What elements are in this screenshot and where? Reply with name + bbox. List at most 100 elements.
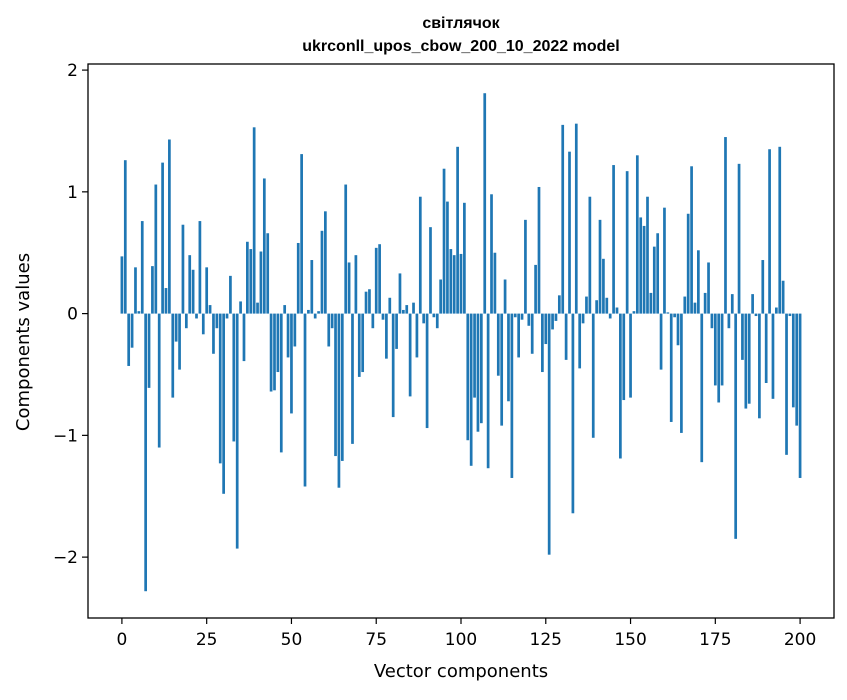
bar-14 — [168, 139, 171, 314]
bar-184 — [744, 313, 748, 409]
bar-178 — [724, 137, 727, 314]
bar-131 — [564, 313, 568, 360]
bar-104 — [473, 313, 476, 398]
bar-59 — [320, 230, 324, 314]
bar-133 — [571, 313, 575, 514]
y-tick-label: −1 — [53, 426, 78, 446]
bar-150 — [629, 313, 632, 398]
bar-88 — [418, 196, 422, 314]
bar-31 — [225, 313, 229, 319]
bar-173 — [707, 262, 710, 314]
bar-180 — [730, 294, 734, 314]
bar-18 — [181, 224, 185, 314]
bar-58 — [317, 311, 320, 314]
bar-188 — [758, 313, 761, 419]
bar-49 — [286, 313, 290, 358]
bar-107 — [483, 93, 487, 314]
bar-117 — [517, 313, 520, 358]
bar-73 — [368, 289, 371, 314]
bar-41 — [259, 251, 263, 314]
bar-0 — [120, 256, 124, 314]
bar-189 — [761, 260, 765, 314]
bar-84 — [405, 305, 409, 314]
bar-62 — [330, 313, 334, 329]
bar-4 — [134, 267, 137, 314]
bar-35 — [239, 301, 242, 314]
bar-199 — [795, 313, 799, 426]
bar-54 — [303, 313, 307, 487]
bar-19 — [184, 313, 188, 329]
bar-160 — [663, 207, 666, 314]
bar-16 — [174, 313, 178, 342]
bars-group — [120, 93, 802, 592]
bar-114 — [507, 313, 510, 402]
bar-130 — [561, 124, 565, 314]
bar-94 — [439, 279, 443, 314]
bar-13 — [164, 288, 168, 314]
bar-183 — [741, 313, 744, 360]
bar-109 — [490, 194, 493, 314]
bar-200 — [798, 313, 802, 478]
bar-116 — [513, 313, 517, 318]
y-axis-ticks: −2 −1 0 1 2 — [53, 61, 88, 568]
bar-93 — [435, 313, 439, 329]
bar-8 — [147, 313, 151, 388]
bar-197 — [788, 313, 792, 317]
bar-144 — [608, 313, 612, 319]
bar-154 — [642, 225, 646, 314]
bar-175 — [713, 313, 717, 386]
bar-179 — [727, 313, 731, 329]
bar-91 — [429, 227, 432, 314]
bar-159 — [659, 313, 663, 370]
chart-title: світлячок — [422, 15, 500, 32]
bar-125 — [544, 313, 548, 345]
bar-124 — [541, 313, 544, 373]
bar-11 — [157, 313, 161, 448]
bar-15 — [171, 313, 175, 398]
bar-156 — [649, 292, 653, 314]
bar-17 — [178, 313, 181, 370]
bar-85 — [408, 313, 412, 397]
x-tick-label: 175 — [699, 630, 731, 650]
bar-155 — [646, 196, 649, 314]
bar-28 — [215, 313, 219, 329]
bar-7 — [144, 313, 147, 592]
bar-46 — [276, 313, 280, 373]
bar-81 — [395, 313, 398, 349]
bar-105 — [476, 313, 480, 432]
bar-145 — [612, 165, 615, 314]
bar-40 — [256, 302, 259, 314]
bar-170 — [697, 250, 700, 314]
bar-191 — [768, 149, 771, 314]
bar-78 — [385, 313, 388, 359]
bar-163 — [673, 313, 676, 318]
bar-140 — [595, 300, 598, 314]
bar-63 — [334, 313, 337, 457]
bar-172 — [703, 292, 707, 314]
bar-70 — [357, 313, 361, 377]
x-tick-label: 150 — [614, 630, 646, 650]
bar-5 — [137, 311, 141, 314]
bar-148 — [622, 313, 626, 401]
bar-126 — [547, 313, 551, 555]
bar-193 — [775, 307, 778, 314]
bar-89 — [422, 313, 426, 324]
bar-23 — [198, 221, 202, 314]
bar-34 — [235, 313, 239, 549]
bar-90 — [425, 313, 429, 429]
bar-182 — [737, 163, 741, 314]
bar-20 — [188, 255, 192, 314]
bar-55 — [307, 309, 310, 314]
bar-111 — [496, 313, 500, 376]
bar-42 — [262, 178, 266, 314]
bar-43 — [266, 233, 270, 314]
bar-165 — [680, 313, 683, 433]
bar-120 — [527, 313, 531, 326]
bar-186 — [751, 294, 754, 314]
bar-190 — [764, 313, 768, 383]
bar-100 — [459, 253, 463, 314]
bar-83 — [402, 309, 405, 314]
bar-87 — [415, 313, 419, 358]
bar-74 — [371, 313, 375, 329]
